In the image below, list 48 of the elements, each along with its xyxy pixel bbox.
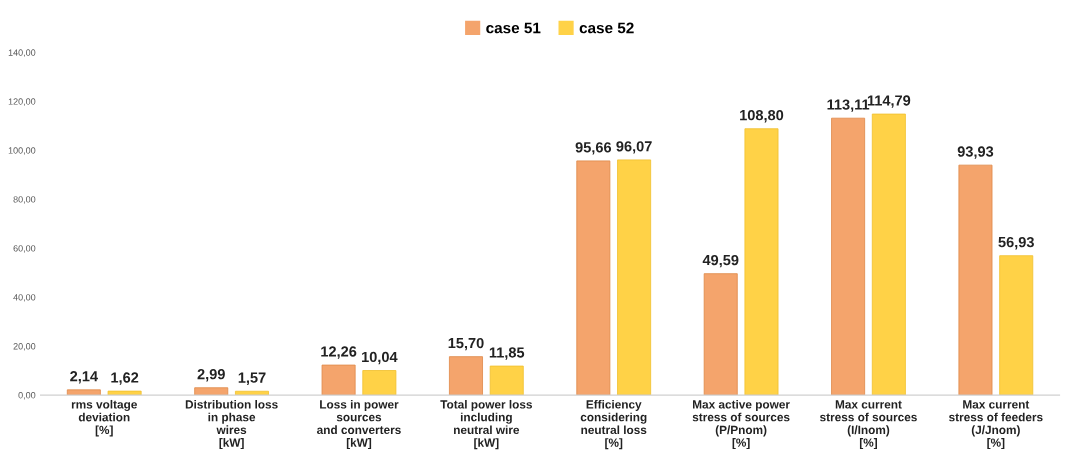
bar [831,117,866,396]
bar [999,255,1034,396]
y-tick-label: 0,00 [18,392,36,400]
y-tick-label: 120,00 [8,98,36,106]
data-label: 114,79 [867,95,911,108]
data-label: 113,11 [827,99,870,112]
data-label: 49,59 [702,254,739,268]
x-tick-label: Max current stress of feeders (J/Jnom) [%] [949,400,1043,450]
y-tick-label: 140,00 [8,49,36,57]
data-label: 93,93 [957,146,994,159]
data-label: 2,99 [197,369,225,382]
data-label: 12,26 [321,346,357,359]
y-tick-label: 80,00 [13,196,36,204]
bar [617,159,652,396]
x-tick-label: Total power loss including neutral wire [kW] [440,399,533,450]
bar [448,356,483,396]
x-tick-label: Loss in power sources and converters [kW] [317,399,401,450]
x-tick-label: rms voltage deviation [%] [71,399,137,437]
bar [107,390,142,396]
bar [871,113,906,396]
bar [194,387,229,396]
y-tick-label: 60,00 [13,245,36,253]
x-tick-label: Max active power stress of sources (P/Pnom) [%] [692,399,790,450]
data-label: 2,14 [70,371,98,384]
data-label: 1,57 [238,372,266,385]
bar [958,164,993,396]
y-tick-label: 20,00 [13,343,36,351]
x-tick-label: Efficiency considering neutral loss [%] [580,399,647,450]
data-label: 1,62 [111,372,139,385]
x-tick-label: Max current stress of sources (I/Inom) [%] [820,400,917,450]
data-label: 56,93 [998,236,1034,250]
bar [321,364,356,396]
data-label: 96,07 [616,141,652,154]
data-label: 95,66 [575,142,612,155]
y-tick-label: 100,00 [8,147,36,155]
data-label: 10,04 [362,351,398,365]
legend-label: case 52 [579,22,634,34]
bar [703,273,738,396]
y-tick-label: 40,00 [13,294,36,302]
bar [362,370,397,396]
legend-label: case 51 [486,22,541,34]
data-label: 11,85 [489,347,525,360]
bar [576,160,611,396]
bar [489,365,524,396]
data-label: 108,80 [740,109,784,123]
data-label: 15,70 [448,337,484,351]
bar [744,128,779,396]
x-tick-label: Distribution loss in phase wires [kW] [185,399,278,450]
